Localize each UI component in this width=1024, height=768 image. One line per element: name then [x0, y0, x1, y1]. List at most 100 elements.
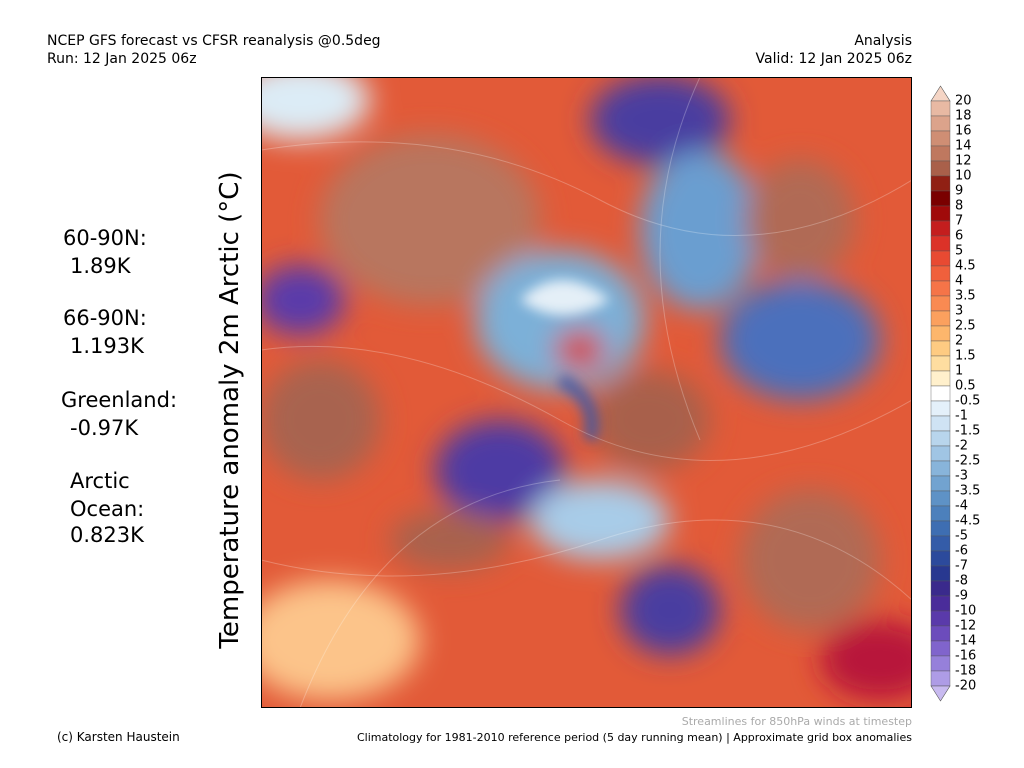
- colorbar-swatch: [930, 355, 951, 372]
- colorbar-swatch: [930, 445, 951, 462]
- stat-label: 66-90N:: [63, 306, 147, 330]
- colorbar-label: -4: [955, 499, 968, 514]
- colorbar-arrow: [930, 85, 951, 102]
- map: [261, 77, 912, 708]
- colorbar-label: 5: [955, 244, 963, 259]
- stat-label: 60-90N:: [63, 226, 147, 250]
- map-title: Temperature anomaly 2m Arctic (°C): [215, 171, 245, 649]
- colorbar-swatch: [930, 580, 951, 597]
- colorbar-swatch: [930, 565, 951, 582]
- colorbar-label: -14: [955, 634, 976, 649]
- header-line: Valid: 12 Jan 2025 06z: [756, 51, 912, 67]
- colorbar-label: 6: [955, 229, 963, 244]
- colorbar-label: 4.5: [955, 259, 976, 274]
- colorbar-label: -18: [955, 664, 976, 679]
- colorbar-swatch: [930, 400, 951, 417]
- colorbar-swatch: [930, 100, 951, 117]
- header-line: Analysis: [854, 33, 912, 49]
- colorbar-swatch: [930, 520, 951, 537]
- colorbar-swatch: [930, 190, 951, 207]
- colorbar-swatch: [930, 175, 951, 192]
- colorbar-label: 10: [955, 169, 972, 184]
- colorbar-swatch: [930, 160, 951, 177]
- colorbar-label: 14: [955, 139, 972, 154]
- stat-value: -0.97K: [70, 416, 139, 440]
- colorbar-swatch: [930, 595, 951, 612]
- footer-note: Streamlines for 850hPa winds at timestep: [682, 715, 912, 728]
- colorbar-swatch: [930, 340, 951, 357]
- stat-label: Arctic: [70, 469, 130, 493]
- colorbar-swatch: [930, 115, 951, 132]
- stat-value: 0.823K: [70, 523, 145, 547]
- colorbar-swatch: [930, 550, 951, 567]
- colorbar-swatch: [930, 130, 951, 147]
- colorbar-swatch: [930, 265, 951, 282]
- colorbar-label: -2: [955, 439, 968, 454]
- colorbar-label: 2.5: [955, 319, 976, 334]
- colorbar-swatch: [930, 250, 951, 267]
- colorbar-label: 9: [955, 184, 963, 199]
- colorbar-label: -7: [955, 559, 968, 574]
- colorbar-label: -6: [955, 544, 968, 559]
- colorbar-swatch: [930, 415, 951, 432]
- colorbar-swatch: [930, 610, 951, 627]
- colorbar-swatch: [930, 295, 951, 312]
- colorbar-swatch: [930, 505, 951, 522]
- stat-label: Greenland:: [61, 388, 177, 412]
- colorbar-label: -2.5: [955, 454, 980, 469]
- colorbar-swatch: [930, 625, 951, 642]
- header-line: NCEP GFS forecast vs CFSR reanalysis @0.…: [47, 33, 381, 49]
- colorbar-label: 20: [955, 94, 972, 109]
- colorbar-label: 18: [955, 109, 972, 124]
- footer-climatology: Climatology for 1981-2010 reference peri…: [357, 731, 912, 744]
- colorbar-swatch: [930, 325, 951, 342]
- colorbar-swatch: [930, 235, 951, 252]
- footer-credit: (c) Karsten Haustein: [57, 730, 180, 744]
- colorbar-label: 1.5: [955, 349, 976, 364]
- colorbar-swatch: [930, 670, 951, 687]
- colorbar-label: -1.5: [955, 424, 980, 439]
- colorbar-label: 1: [955, 364, 963, 379]
- colorbar-label: -4.5: [955, 514, 980, 529]
- colorbar-label: 3.5: [955, 289, 976, 304]
- colorbar-label: -0.5: [955, 394, 980, 409]
- colorbar-swatch: [930, 460, 951, 477]
- stat-label: Ocean:: [70, 497, 144, 521]
- colorbar-label: 12: [955, 154, 972, 169]
- colorbar-label: 16: [955, 124, 972, 139]
- colorbar-swatch: [930, 280, 951, 297]
- colorbar-swatch: [930, 145, 951, 162]
- colorbar-swatch: [930, 220, 951, 237]
- colorbar-label: 2: [955, 334, 963, 349]
- colorbar-label: -16: [955, 649, 976, 664]
- colorbar-swatch: [930, 310, 951, 327]
- stat-value: 1.89K: [70, 254, 132, 278]
- colorbar-swatch: [930, 385, 951, 402]
- colorbar-swatch: [930, 475, 951, 492]
- colorbar-label: -10: [955, 604, 976, 619]
- colorbar-label: -5: [955, 529, 968, 544]
- colorbar-label: 3: [955, 304, 963, 319]
- colorbar-label: -12: [955, 619, 976, 634]
- colorbar-swatch: [930, 490, 951, 507]
- colorbar-swatch: [930, 430, 951, 447]
- colorbar-swatch: [930, 205, 951, 222]
- colorbar-swatch: [930, 640, 951, 657]
- colorbar-arrow: [930, 685, 951, 702]
- colorbar-label: -9: [955, 589, 968, 604]
- colorbar-label: -3.5: [955, 484, 980, 499]
- colorbar-swatch: [930, 535, 951, 552]
- colorbar-label: -3: [955, 469, 968, 484]
- colorbar-label: -20: [955, 679, 976, 694]
- stat-value: 1.193K: [70, 334, 145, 358]
- colorbar-swatch: [930, 370, 951, 387]
- colorbar-label: 0.5: [955, 379, 976, 394]
- colorbar-label: 4: [955, 274, 963, 289]
- header-line: Run: 12 Jan 2025 06z: [47, 51, 197, 67]
- colorbar-label: 8: [955, 199, 963, 214]
- colorbar-label: -1: [955, 409, 968, 424]
- colorbar: 201816141210987654.543.532.521.510.5-0.5…: [930, 85, 980, 702]
- colorbar-label: -8: [955, 574, 968, 589]
- colorbar-label: 7: [955, 214, 963, 229]
